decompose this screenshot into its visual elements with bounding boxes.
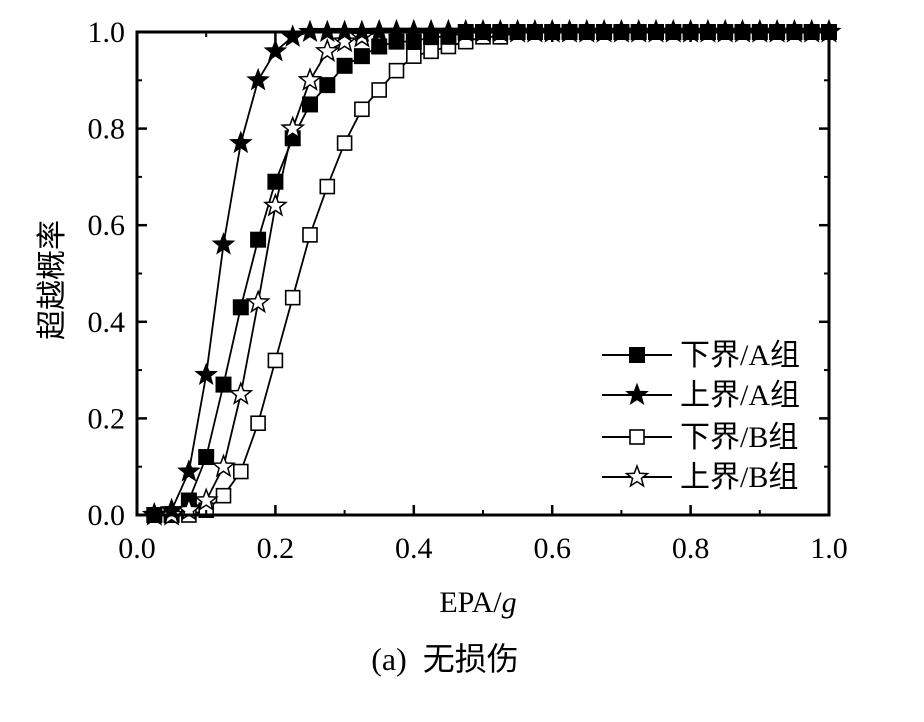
series-4-point bbox=[245, 289, 271, 314]
y-tick-label: 0.8 bbox=[88, 113, 126, 146]
series-3-point bbox=[250, 415, 266, 432]
series-1-point bbox=[302, 96, 318, 113]
y-tick-label: 0.0 bbox=[88, 499, 126, 532]
series-2-point bbox=[177, 459, 201, 482]
series-4-point bbox=[262, 192, 288, 217]
legend-label: 下界/A组 bbox=[680, 339, 800, 372]
ticks-layer: 0.0 0.2 0.4 0.6 0.8 1.0 0.0 0.2 0.4 0.6 0.8 1.0 bbox=[88, 16, 848, 565]
x-axis-title-unit: g bbox=[502, 586, 517, 619]
series-3-point bbox=[215, 487, 232, 504]
series-1-point bbox=[353, 48, 370, 65]
x-axis-title-text: EPA/ bbox=[439, 586, 502, 619]
series-4-point bbox=[280, 115, 306, 140]
series-4-point bbox=[193, 487, 219, 512]
series-2-point bbox=[211, 232, 236, 255]
series-1-point bbox=[371, 38, 388, 55]
legend-marker bbox=[625, 382, 649, 406]
series-3-point bbox=[267, 352, 284, 369]
series-1-point bbox=[250, 231, 267, 248]
x-tick-label: 0.2 bbox=[257, 532, 295, 565]
y-axis-title: 超越概率 bbox=[36, 220, 69, 340]
y-tick-label: 0.4 bbox=[88, 306, 126, 339]
series-3-point bbox=[336, 135, 353, 151]
series-4-point bbox=[332, 28, 358, 53]
series-3-point bbox=[319, 178, 336, 195]
series-2-point bbox=[194, 362, 219, 385]
series-2-point bbox=[228, 130, 253, 154]
series-3-point bbox=[233, 463, 249, 480]
series-1-point bbox=[232, 299, 249, 316]
legend-marker bbox=[629, 429, 645, 445]
legend-label: 上界/B组 bbox=[680, 461, 798, 494]
series-1-point bbox=[198, 449, 215, 466]
x-tick-label: 0.4 bbox=[395, 532, 433, 565]
series-3-point bbox=[302, 227, 318, 243]
x-tick-label: 1.0 bbox=[810, 532, 848, 565]
series-4-point bbox=[211, 453, 236, 478]
legend-marker bbox=[624, 463, 650, 488]
series-4-point bbox=[297, 67, 323, 91]
legend-label: 上界/A组 bbox=[680, 379, 800, 412]
series-2-point bbox=[246, 67, 270, 91]
legend-item: 上界/A组 bbox=[602, 379, 800, 412]
series-1-point bbox=[215, 376, 232, 393]
series-3-point bbox=[388, 62, 405, 79]
figure-caption: (a) 无损伤 bbox=[371, 641, 519, 677]
x-axis-title: EPA/g bbox=[439, 586, 516, 619]
x-tick-label: 0.6 bbox=[533, 532, 571, 565]
series-1-point bbox=[319, 77, 336, 94]
series-3-point bbox=[354, 101, 370, 118]
y-tick-label: 1.0 bbox=[88, 16, 126, 49]
x-tick-label: 0.0 bbox=[118, 532, 156, 565]
legend-label: 下界/B组 bbox=[680, 421, 798, 454]
series-3-point bbox=[284, 289, 301, 306]
legend-item: 上界/B组 bbox=[602, 461, 798, 494]
series-1-point bbox=[336, 57, 353, 74]
series-4-point bbox=[314, 38, 340, 62]
series-2-point bbox=[263, 38, 288, 62]
legend-item: 下界/B组 bbox=[602, 421, 798, 454]
y-tick-label: 0.2 bbox=[88, 402, 126, 435]
y-tick-label: 0.6 bbox=[88, 209, 126, 242]
legend-marker bbox=[629, 347, 645, 363]
series-3-point bbox=[423, 43, 439, 60]
series-3-point bbox=[405, 48, 422, 64]
legend-item: 下界/A组 bbox=[602, 339, 800, 372]
series-4-point bbox=[228, 381, 254, 405]
x-tick-label: 0.8 bbox=[672, 532, 710, 565]
series-3-point bbox=[371, 82, 388, 98]
